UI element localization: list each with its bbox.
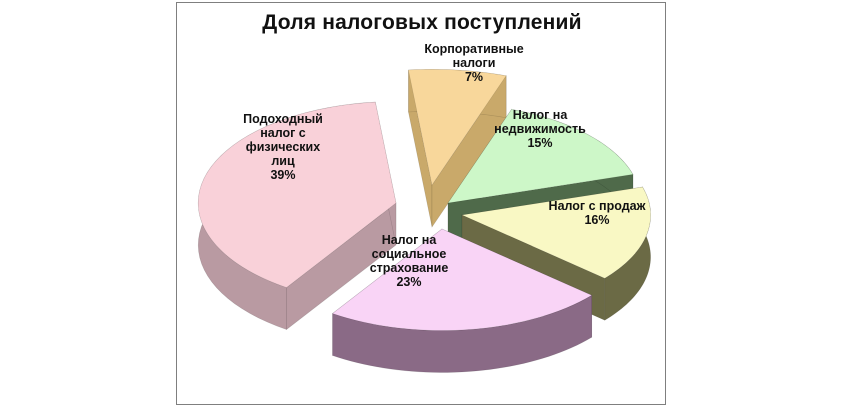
slice-label-line: Налог на: [513, 108, 569, 122]
pie-slice-4: [331, 228, 593, 373]
chart-frame: Доля налоговых поступлений Корпоративные…: [176, 2, 666, 405]
chart-title: Доля налоговых поступлений: [262, 11, 582, 34]
slice-percent: 23%: [396, 275, 421, 289]
slice-label-line: лиц: [271, 154, 295, 168]
slice-label-line: Подоходный: [243, 112, 323, 126]
slice-percent: 7%: [465, 70, 483, 84]
slice-label-3: Налог с продаж 16%: [549, 199, 646, 227]
slice-label-line: Налог с продаж: [549, 199, 646, 213]
pie-slice-top: [331, 228, 593, 331]
pie-chart: Корпоративные налоги 7%Налог на недвижимост…: [197, 42, 651, 373]
slice-label-line: социальное: [372, 247, 447, 261]
pie-slice-top: [447, 109, 634, 204]
slice-label-line: страхование: [370, 261, 449, 275]
pie-slice-top: [197, 101, 397, 288]
slice-label-4: Налог на социальное страхование 23%: [370, 233, 449, 289]
slice-percent: 39%: [270, 168, 295, 182]
slice-percent: 15%: [527, 136, 552, 150]
slice-label-1: Корпоративные налоги 7%: [424, 42, 523, 84]
pie-slice-5: [197, 101, 397, 331]
slice-label-line: Корпоративные: [424, 42, 523, 56]
slice-label-line: физических: [246, 140, 320, 154]
slice-label-5: Подоходный налог с физических лиц 39%: [243, 112, 323, 182]
slice-label-line: налоги: [453, 56, 496, 70]
slice-label-line: Налог на: [382, 233, 438, 247]
pie-slice-top: [460, 186, 651, 279]
slice-label-line: недвижимость: [494, 122, 586, 136]
pie-slice-top: [408, 69, 507, 186]
slice-label-2: Налог на недвижимость 15%: [494, 108, 586, 150]
slice-percent: 16%: [584, 213, 609, 227]
slice-label-line: налог с: [260, 126, 306, 140]
